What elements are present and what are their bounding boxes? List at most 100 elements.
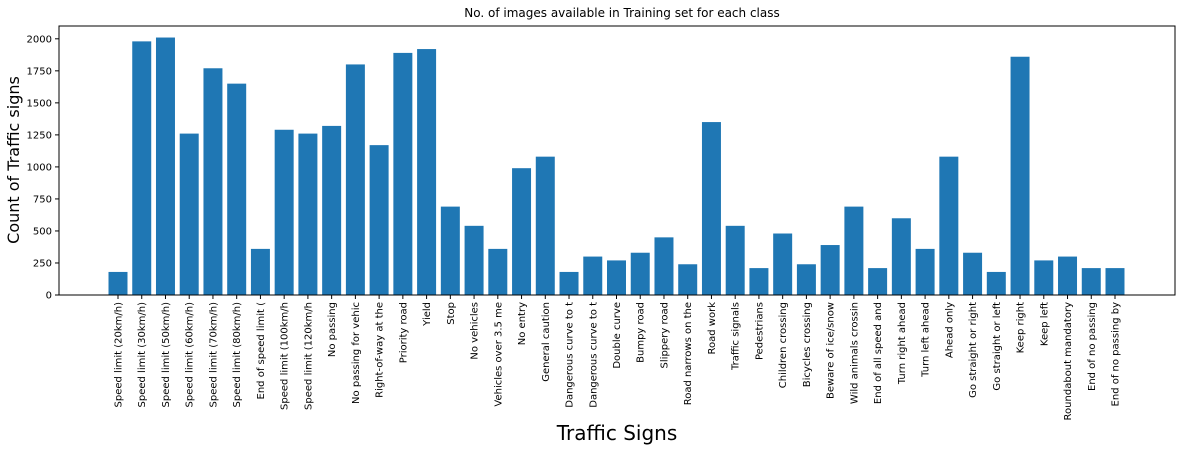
bar <box>1081 268 1101 295</box>
bar <box>986 271 1006 295</box>
bar <box>393 52 413 296</box>
bar <box>1058 256 1078 295</box>
x-tick-label: Keep left <box>1039 302 1050 346</box>
x-tick-label: Priority road <box>398 302 409 363</box>
bar <box>345 64 365 296</box>
bar <box>488 248 508 295</box>
x-tick-label: No passing for vehic <box>351 302 362 404</box>
x-tick-label: Yield <box>422 302 433 327</box>
x-tick-label: Right-of-way at the <box>375 302 386 398</box>
bar <box>868 268 888 295</box>
x-tick-label: Beware of ice/snow <box>826 302 837 399</box>
bar <box>915 248 935 295</box>
x-tick-label: Bicycles crossing <box>802 302 813 387</box>
bar <box>939 156 959 295</box>
bar <box>1010 56 1030 295</box>
bars <box>108 37 1125 296</box>
x-tick-label: No vehicles <box>470 302 481 360</box>
x-tick-label: Double curve <box>612 302 623 369</box>
x-tick-label: Traffic signals <box>731 302 742 371</box>
x-axis-label: Traffic Signs <box>556 421 678 445</box>
x-tick-label: Road narrows on the <box>683 302 694 405</box>
y-tick-label: 1000 <box>27 162 52 173</box>
bar <box>298 133 318 295</box>
bar <box>108 271 128 295</box>
y-tick-label: 1250 <box>27 130 52 141</box>
x-tick-label: Slippery road <box>659 302 670 368</box>
x-tick-label: Speed limit (80km/h) <box>232 302 243 408</box>
x-tick-label: Speed limit (100km/h <box>280 302 291 410</box>
bar <box>654 237 674 295</box>
x-axis: Speed limit (20km/h) Speed limit (30km/h)… <box>114 295 1122 420</box>
x-tick-label: Turn right ahead <box>897 302 908 385</box>
x-tick-label: General caution <box>541 302 552 382</box>
bar <box>725 225 745 295</box>
x-tick-label: Speed limit (60km/h) <box>185 302 196 408</box>
bar <box>464 225 484 295</box>
bar <box>440 206 460 295</box>
bar <box>155 37 175 295</box>
bar <box>749 268 769 295</box>
x-tick-label: End of no passing by <box>1111 302 1122 407</box>
x-tick-label: Wild animals crossin <box>849 302 860 404</box>
y-tick-label: 750 <box>33 194 52 205</box>
bar <box>773 233 793 295</box>
bar <box>227 83 247 295</box>
bar <box>203 68 223 296</box>
x-tick-label: No entry <box>517 302 528 345</box>
x-tick-label: Go straight or left <box>992 302 1003 391</box>
y-tick-label: 0 <box>46 291 52 302</box>
y-tick-label: 500 <box>33 226 52 237</box>
x-tick-label: Pedestrians <box>754 302 765 360</box>
bar <box>891 218 911 295</box>
x-tick-label: End of no passing <box>1087 302 1098 391</box>
bar <box>559 271 579 295</box>
bar <box>274 129 294 295</box>
y-tick-label: 250 <box>33 258 52 269</box>
bar <box>630 252 650 295</box>
x-tick-label: Speed limit (20km/h) <box>114 302 125 408</box>
bar <box>1105 268 1125 295</box>
bar <box>963 252 983 295</box>
bar <box>1034 260 1054 295</box>
chart-title: No. of images available in Training set … <box>464 6 779 20</box>
x-tick-label: Children crossing <box>778 302 789 388</box>
bar <box>535 156 555 295</box>
bar <box>512 168 532 295</box>
x-tick-label: Bumpy road <box>636 302 647 363</box>
bar <box>678 264 698 295</box>
x-tick-label: Keep right <box>1016 302 1027 353</box>
bar <box>844 206 864 295</box>
bar <box>701 122 721 295</box>
x-tick-label: End of speed limit ( <box>256 302 267 400</box>
x-tick-label: Ahead only <box>944 302 955 358</box>
x-tick-label: End of all speed and <box>873 302 884 404</box>
bar <box>820 245 840 295</box>
y-tick-label: 1500 <box>27 98 52 109</box>
x-tick-label: Dangerous curve to t <box>588 302 599 408</box>
x-tick-label: Dangerous curve to t <box>565 302 576 408</box>
y-axis-label: Count of Traffic signs <box>4 76 23 244</box>
bar <box>179 133 199 295</box>
bar <box>607 260 626 295</box>
bar <box>583 256 603 295</box>
bar <box>796 264 816 295</box>
bar <box>322 125 342 295</box>
y-tick-label: 1750 <box>27 66 52 77</box>
x-tick-label: Turn left ahead <box>921 302 932 378</box>
bar <box>369 145 389 295</box>
y-axis: 0 250 500 750 1000 1250 1500 1750 2000 <box>27 34 59 302</box>
x-tick-label: No passing <box>327 302 338 357</box>
bar <box>132 41 152 296</box>
x-tick-label: Road work <box>707 302 718 355</box>
x-tick-label: Roundabout mandatory <box>1063 302 1074 421</box>
x-tick-label: Go straight or right <box>968 302 979 398</box>
bar <box>417 49 437 296</box>
x-tick-label: Speed limit (50km/h) <box>161 302 172 408</box>
x-tick-label: Speed limit (70km/h) <box>208 302 219 408</box>
plot-frame <box>58 25 1176 296</box>
x-tick-label: Speed limit (120km/h <box>303 302 314 410</box>
x-tick-label: Speed limit (30km/h) <box>137 302 148 408</box>
bar <box>250 248 270 295</box>
